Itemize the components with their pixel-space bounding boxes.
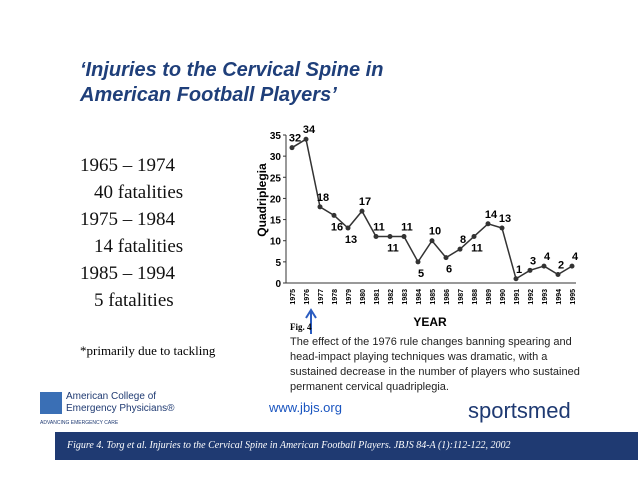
x-tick-label: 1977: [318, 289, 325, 305]
period: 1985 – 1994 5 fatalities: [80, 260, 175, 314]
x-tick-label: 1989: [486, 289, 493, 305]
data-label: 11: [387, 242, 399, 254]
x-tick-label: 1991: [514, 289, 521, 305]
fatalities: 40 fatalities: [94, 182, 184, 203]
point: [359, 208, 365, 214]
x-axis-label: YEAR: [413, 315, 447, 329]
period: 1965 – 1974 40 fatalities: [80, 152, 183, 206]
period: 1975 – 1984 14 fatalities: [80, 206, 183, 260]
caption: The effect of the 1976 rule changes bann…: [290, 336, 580, 393]
y-axis-label: Quadriplegia: [255, 163, 269, 237]
x-tick-label: 1978: [332, 289, 339, 305]
figure-label: Fig. 4: [290, 322, 312, 332]
point: [387, 233, 393, 239]
slide-title: ‘Injuries to the Cervical Spine in Ameri…: [80, 59, 384, 106]
fatalities: 5 fatalities: [94, 290, 174, 311]
data-label: 10: [429, 226, 441, 238]
point: [317, 204, 323, 210]
x-tick-label: 1984: [416, 289, 423, 305]
point: [289, 145, 295, 151]
point: [429, 238, 435, 244]
x-tick-label: 1988: [472, 289, 479, 305]
data-label: 34: [303, 124, 316, 136]
y-tick-label: 35: [270, 131, 282, 142]
point: [541, 263, 547, 269]
note: *primarily due to tackling: [80, 343, 216, 358]
data-label: 13: [345, 234, 357, 246]
point: [303, 136, 309, 142]
x-tick-label: 1995: [570, 289, 577, 305]
point: [415, 259, 421, 265]
years: 1985 – 1994: [80, 263, 175, 284]
data-label: 14: [485, 209, 498, 221]
data-label: 6: [446, 264, 452, 276]
data-label: 11: [401, 221, 413, 233]
point: [569, 263, 575, 269]
point: [331, 212, 337, 218]
y-tick-label: 10: [270, 237, 282, 248]
point: [345, 225, 351, 231]
url: www.jbjs.org: [269, 400, 342, 415]
footer: Figure 4. Torg et al. Injuries to the Ce…: [55, 432, 638, 460]
x-tick-label: 1985: [430, 289, 437, 305]
data-label: 8: [460, 234, 466, 246]
years: 1965 – 1974: [80, 155, 175, 176]
y-tick-label: 0: [275, 279, 281, 290]
x-tick-label: 1980: [360, 289, 367, 305]
point: [373, 233, 379, 239]
logo-text: American College of: [66, 391, 156, 402]
logo-sportsmed: sportsmed: [468, 398, 571, 423]
data-label: 16: [331, 221, 343, 233]
x-tick-label: 1983: [402, 289, 409, 305]
data-label: 11: [373, 221, 385, 233]
y-tick-label: 30: [270, 152, 282, 163]
data-label: 17: [359, 196, 371, 208]
data-label: 5: [418, 268, 424, 280]
x-tick-label: 1994: [556, 289, 563, 305]
point: [499, 225, 505, 231]
y-tick-label: 5: [275, 258, 281, 269]
fatalities: 14 fatalities: [94, 236, 184, 257]
x-tick-label: 1992: [528, 289, 535, 305]
data-label: 2: [558, 260, 564, 272]
data-label: 4: [572, 251, 579, 263]
acep-icon: [40, 392, 62, 414]
y-tick-label: 25: [270, 173, 282, 184]
y-tick-label: 15: [270, 216, 282, 227]
x-tick-label: 1975: [290, 289, 297, 305]
point: [471, 233, 477, 239]
x-tick-label: 1987: [458, 289, 465, 305]
data-label: 18: [317, 192, 329, 204]
logo-tagline: ADVANCING EMERGENCY CARE: [40, 420, 119, 426]
point: [527, 267, 533, 273]
data-label: 3: [530, 255, 536, 267]
data-label: 1: [516, 264, 522, 276]
x-tick-label: 1982: [388, 289, 395, 305]
x-tick-label: 1993: [542, 289, 549, 305]
point: [513, 276, 519, 282]
point: [555, 272, 561, 278]
point: [457, 246, 463, 252]
data-label: 13: [499, 213, 511, 225]
x-tick-label: 1990: [500, 289, 507, 305]
arrow-head: [305, 308, 317, 319]
point: [443, 255, 449, 261]
x-tick-label: 1986: [444, 289, 451, 305]
data-label: 4: [544, 251, 551, 263]
data-label: 32: [289, 133, 301, 145]
x-tick-label: 1976: [304, 289, 311, 305]
years: 1975 – 1984: [80, 209, 175, 230]
y-tick-label: 20: [270, 194, 282, 205]
point: [485, 221, 491, 227]
point: [401, 233, 407, 239]
x-tick-label: 1981: [374, 289, 381, 305]
data-label: 11: [471, 242, 483, 254]
logo-text: Emergency Physicians®: [66, 403, 175, 414]
x-tick-label: 1979: [346, 289, 353, 305]
